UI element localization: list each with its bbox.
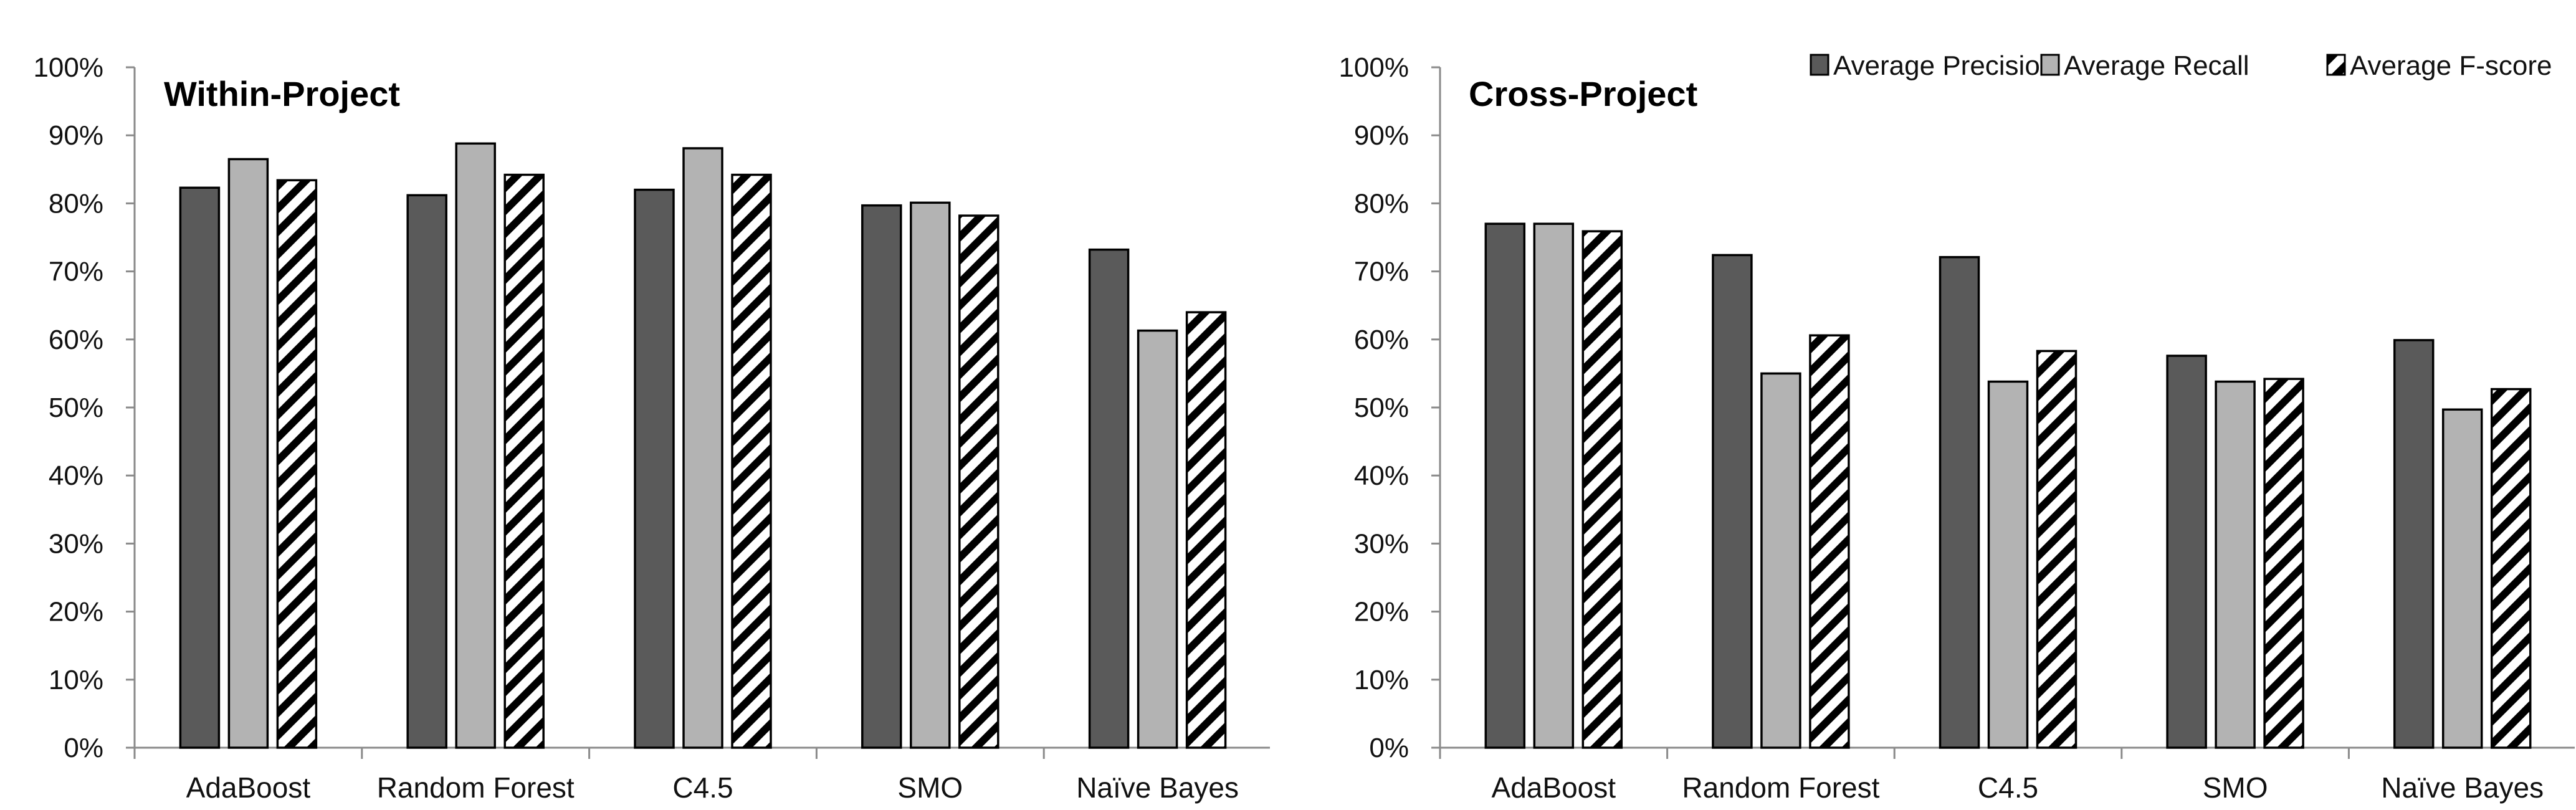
y-tick-label: 70% <box>1354 257 1409 287</box>
bar-precision-random-forest <box>406 194 447 749</box>
y-tick-label: 90% <box>49 120 103 151</box>
bar-fscore-smo <box>958 214 999 749</box>
bar-precision-adaboost <box>179 186 221 749</box>
bar-precision-smo <box>861 204 902 749</box>
y-tick-label: 10% <box>1354 665 1409 695</box>
bar-fscore-adaboost <box>1581 230 1623 749</box>
bar-precision-adaboost <box>1484 222 1526 749</box>
bar-recall-smo <box>910 201 951 749</box>
bar-precision-na-ve-bayes <box>1088 248 1130 749</box>
y-tick-label: 20% <box>1354 597 1409 627</box>
bar-recall-smo <box>2215 380 2256 749</box>
legend-fscore-label: Average F-score <box>2350 50 2552 81</box>
bar-fscore-c4-5 <box>731 173 772 749</box>
x-category-label: C4.5 <box>1978 771 2038 804</box>
bar-recall-na-ve-bayes <box>1137 329 1178 749</box>
legend-recall-label: Average Recall <box>2064 50 2249 81</box>
bar-precision-random-forest <box>1712 254 1753 749</box>
bar-precision-c4-5 <box>1939 255 1980 749</box>
y-tick-label: 0% <box>64 733 103 763</box>
y-tick-label: 100% <box>1338 52 1409 83</box>
bar-recall-c4-5 <box>1987 380 2029 749</box>
bar-precision-c4-5 <box>634 188 675 749</box>
x-category-label: Naïve Bayes <box>2381 771 2544 804</box>
bar-recall-random-forest <box>455 142 496 749</box>
y-tick-label: 70% <box>49 257 103 287</box>
bar-fscore-c4-5 <box>2036 350 2077 749</box>
y-tick-label: 40% <box>1354 460 1409 491</box>
x-category-label: Random Forest <box>377 771 575 804</box>
y-tick-label: 30% <box>49 528 103 559</box>
x-category-label: SMO <box>2203 771 2268 804</box>
bar-recall-na-ve-bayes <box>2441 408 2483 749</box>
y-tick-label: 20% <box>49 597 103 627</box>
x-category-label: Naïve Bayes <box>1076 771 1239 804</box>
bar-fscore-na-ve-bayes <box>1185 311 1227 749</box>
y-tick-label: 0% <box>1369 733 1409 763</box>
bar-fscore-adaboost <box>276 179 318 749</box>
legend-fscore-swatch <box>2326 54 2346 76</box>
x-category-label: SMO <box>897 771 963 804</box>
x-category-label: AdaBoost <box>1492 771 1616 804</box>
bar-fscore-random-forest <box>1809 334 1850 749</box>
cross-project-panel: Cross-Project 0% 10% 20% 30% 40% 50% 60% 70% 80% 9… <box>1338 52 2575 804</box>
panel-title: Cross-Project <box>1469 74 1697 113</box>
bar-fscore-na-ve-bayes <box>2490 388 2532 749</box>
within-project-panel: Within-Project 0% 10% 20% 30% 40% 50% 60% 70% 80%… <box>33 52 1270 804</box>
y-tick-label: 50% <box>49 393 103 423</box>
x-category-label: C4.5 <box>672 771 733 804</box>
y-tick-label: 90% <box>1354 120 1409 151</box>
legend-precision-label: Average Precision <box>1833 50 2055 81</box>
legend-precision-swatch <box>1810 54 1829 76</box>
bar-precision-na-ve-bayes <box>2393 339 2435 749</box>
y-tick-label: 50% <box>1354 393 1409 423</box>
panel-title: Within-Project <box>164 74 400 113</box>
y-tick-label: 10% <box>49 665 103 695</box>
bar-precision-smo <box>2166 355 2207 749</box>
legend-recall-swatch <box>2040 54 2060 76</box>
y-tick-label: 80% <box>1354 188 1409 219</box>
y-tick-label: 60% <box>1354 325 1409 355</box>
bar-recall-random-forest <box>1760 372 1801 749</box>
chart-legend: Average Precision Average Recall Average F… <box>1810 50 2552 81</box>
x-category-label: Random Forest <box>1682 771 1879 804</box>
bar-recall-c4-5 <box>682 147 723 749</box>
x-category-label: AdaBoost <box>186 771 311 804</box>
y-tick-label: 80% <box>49 188 103 219</box>
bar-fscore-random-forest <box>503 173 545 749</box>
bar-recall-adaboost <box>1533 222 1575 749</box>
bar-fscore-smo <box>2263 378 2304 749</box>
y-tick-label: 60% <box>49 325 103 355</box>
bar-recall-adaboost <box>227 158 269 749</box>
y-tick-label: 30% <box>1354 528 1409 559</box>
y-tick-label: 100% <box>33 52 103 83</box>
y-tick-label: 40% <box>49 460 103 491</box>
